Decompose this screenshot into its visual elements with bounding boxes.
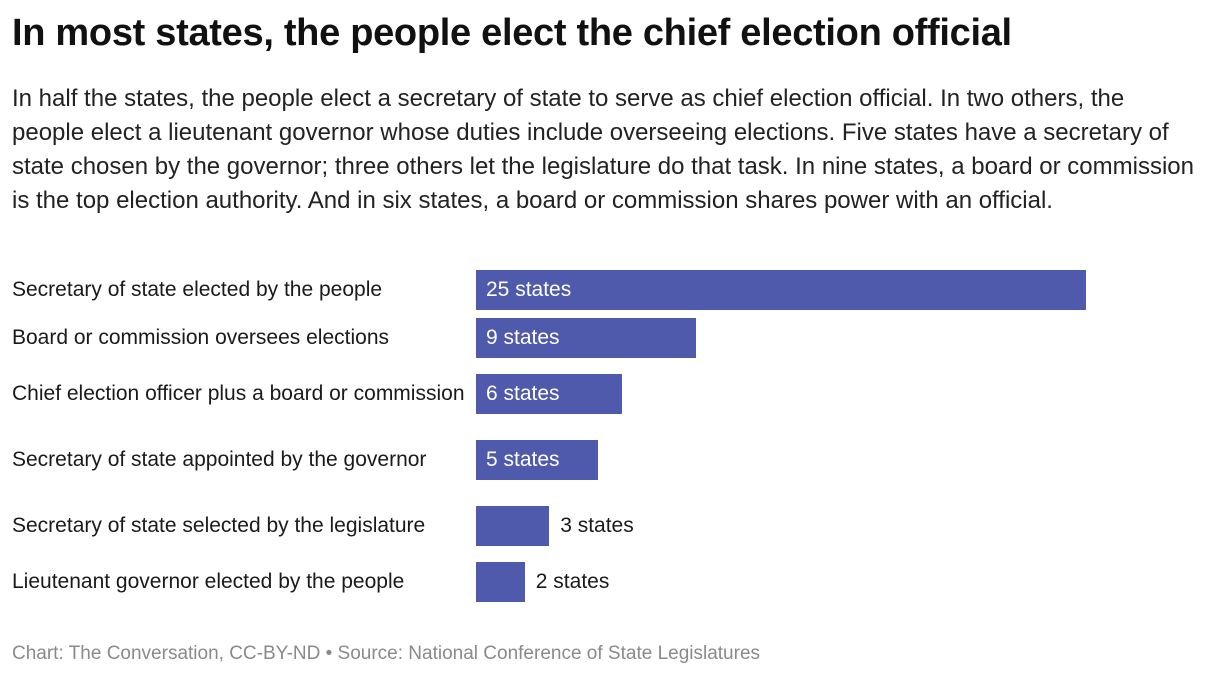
bar [476,562,525,602]
data-label: 5 states [486,448,560,471]
bar [476,374,623,414]
data-label: 3 states [560,514,634,537]
category-label: Secretary of state appointed by the gove… [12,448,427,471]
bar [476,440,598,480]
chart-footer: Chart: The Conversation, CC-BY-ND • Sour… [12,643,761,664]
data-label: 2 states [535,570,610,593]
chart-title: In most states, the people elect the chi… [12,12,1012,54]
bar [476,506,550,546]
data-label: 25 states [486,278,572,301]
bar [476,270,1086,310]
category-label: Secretary of state elected by the people [12,278,383,301]
category-label: Lieutenant governor elected by the peopl… [12,570,405,593]
category-label: Board or commission oversees elections [12,326,389,349]
category-label: Secretary of state selected by the legis… [12,514,426,537]
chart-subtitle: In half the states, the people elect a s… [12,85,1194,214]
bar [476,318,696,358]
data-label: 6 states [486,382,560,405]
category-label: Chief election officer plus a board or c… [12,382,465,405]
data-label: 9 states [486,326,560,349]
